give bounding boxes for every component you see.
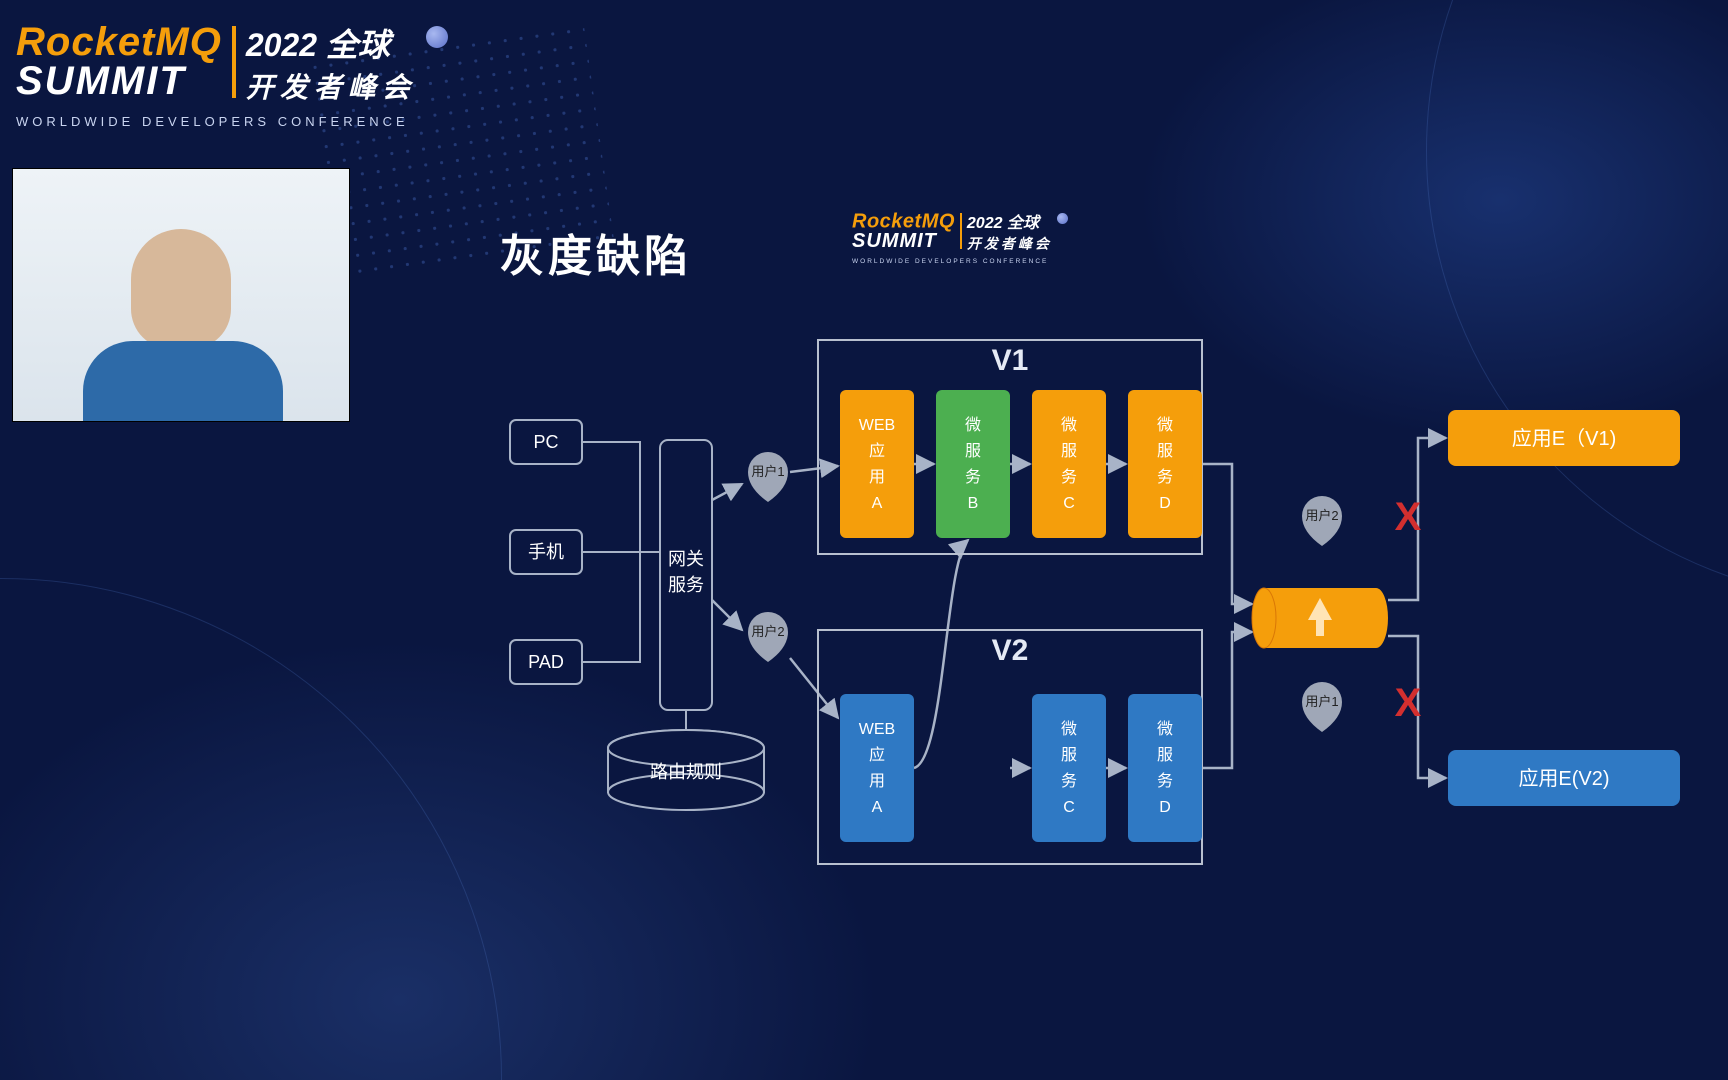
svg-text:服: 服 [1157,442,1173,460]
svg-text:微: 微 [1061,416,1077,434]
service-v2-d [1128,694,1202,842]
svg-text:服务: 服务 [668,575,704,595]
svg-text:A: A [872,799,883,816]
svg-text:用户2: 用户2 [1305,508,1338,523]
svg-text:V2: V2 [992,634,1029,667]
svg-text:手机: 手机 [528,542,564,562]
svg-text:D: D [1159,799,1171,816]
svg-text:PAD: PAD [528,652,564,672]
svg-text:路由规则: 路由规则 [650,762,722,782]
svg-text:微: 微 [1157,416,1173,434]
svg-text:务: 务 [1061,468,1077,486]
svg-text:应用E（V1): 应用E（V1) [1512,427,1616,450]
architecture-diagram: PC手机PAD网关服务路由规则V1V2WEB应用A微服务B微服务C微服务DWEB… [0,0,1728,1080]
svg-text:服: 服 [1061,442,1077,460]
reject-mark: X [1395,681,1422,725]
svg-text:C: C [1063,799,1075,816]
svg-text:服: 服 [1157,746,1173,764]
svg-text:PC: PC [533,432,558,452]
svg-text:WEB: WEB [859,721,895,738]
svg-text:服: 服 [965,442,981,460]
svg-text:微: 微 [1157,720,1173,738]
svg-text:用户1: 用户1 [1305,694,1338,709]
svg-text:V1: V1 [992,344,1029,377]
svg-text:C: C [1063,495,1075,512]
svg-text:务: 务 [1157,772,1173,790]
service-v1-d [1128,390,1202,538]
reject-mark: X [1395,495,1422,539]
svg-text:WEB: WEB [859,417,895,434]
svg-text:务: 务 [1061,772,1077,790]
svg-text:务: 务 [1157,468,1173,486]
svg-text:网关: 网关 [668,549,704,569]
svg-text:用: 用 [869,469,885,486]
service-v1-c [1032,390,1106,538]
service-v1-b [936,390,1010,538]
svg-text:应: 应 [869,441,885,460]
svg-text:应用E(V2): 应用E(V2) [1518,767,1609,790]
service-v1-web [840,390,914,538]
service-v2-c [1032,694,1106,842]
service-v2-web [840,694,914,842]
svg-text:微: 微 [965,416,981,434]
svg-text:微: 微 [1061,720,1077,738]
svg-text:B: B [968,495,979,512]
svg-text:用户1: 用户1 [751,464,784,479]
svg-text:用户2: 用户2 [751,624,784,639]
svg-text:服: 服 [1061,746,1077,764]
svg-text:用: 用 [869,773,885,790]
svg-text:务: 务 [965,468,981,486]
svg-text:A: A [872,495,883,512]
svg-text:应: 应 [869,745,885,764]
svg-text:D: D [1159,495,1171,512]
